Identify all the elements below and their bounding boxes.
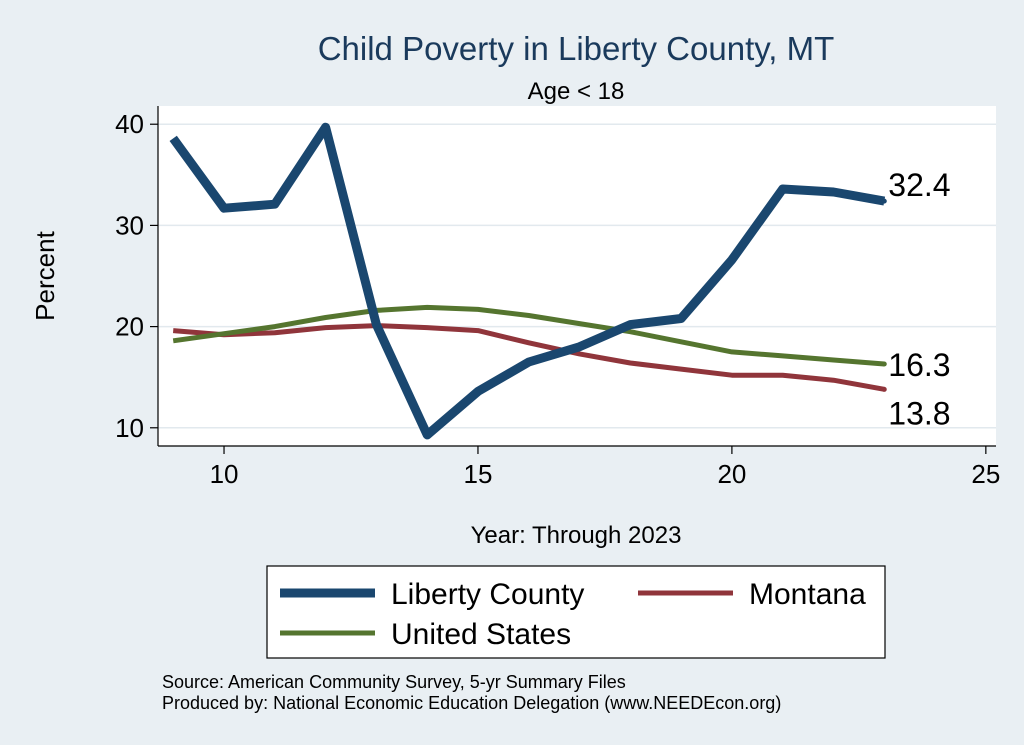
chart-title: Child Poverty in Liberty County, MT [318,30,835,67]
x-tick-label: 15 [464,459,493,489]
series-layer [169,122,886,440]
grid [158,123,996,429]
series-line-montana [172,323,885,392]
end-point-marker [881,198,887,204]
series-line-liberty-county [169,122,886,440]
data-label-montana: 13.8 [888,395,950,431]
y-tick-label: 30 [115,210,144,240]
series-line-united-states [172,304,885,367]
chart-subtitle: Age < 18 [528,78,625,105]
y-axis-label: Percent [30,230,60,320]
legend: Liberty County Montana United States [266,565,886,659]
data-label-liberty-county: 32.4 [888,167,950,203]
end-point-marker [881,386,887,392]
source-note: Source: American Community Survey, 5-yr … [162,672,626,692]
y-tick-label: 40 [115,109,144,139]
legend-box [266,565,886,659]
y-tick-label: 20 [115,312,144,342]
legend-label-united-states: United States [391,618,571,651]
end-point-marker [881,361,887,367]
end-labels: 32.4 13.8 16.3 [881,167,951,431]
axes: 10 20 30 40 10 15 20 25 [115,106,1000,489]
data-label-united-states: 16.3 [888,347,950,383]
x-tick-label: 20 [717,459,746,489]
x-axis-label: Year: Through 2023 [471,522,682,549]
y-tick-label: 10 [115,413,144,443]
legend-label-montana: Montana [749,578,866,611]
producer-note: Produced by: National Economic Education… [162,693,781,713]
plot-area [158,106,996,446]
x-tick-label: 25 [971,459,1000,489]
x-tick-label: 10 [210,459,239,489]
legend-label-liberty-county: Liberty County [391,578,584,611]
